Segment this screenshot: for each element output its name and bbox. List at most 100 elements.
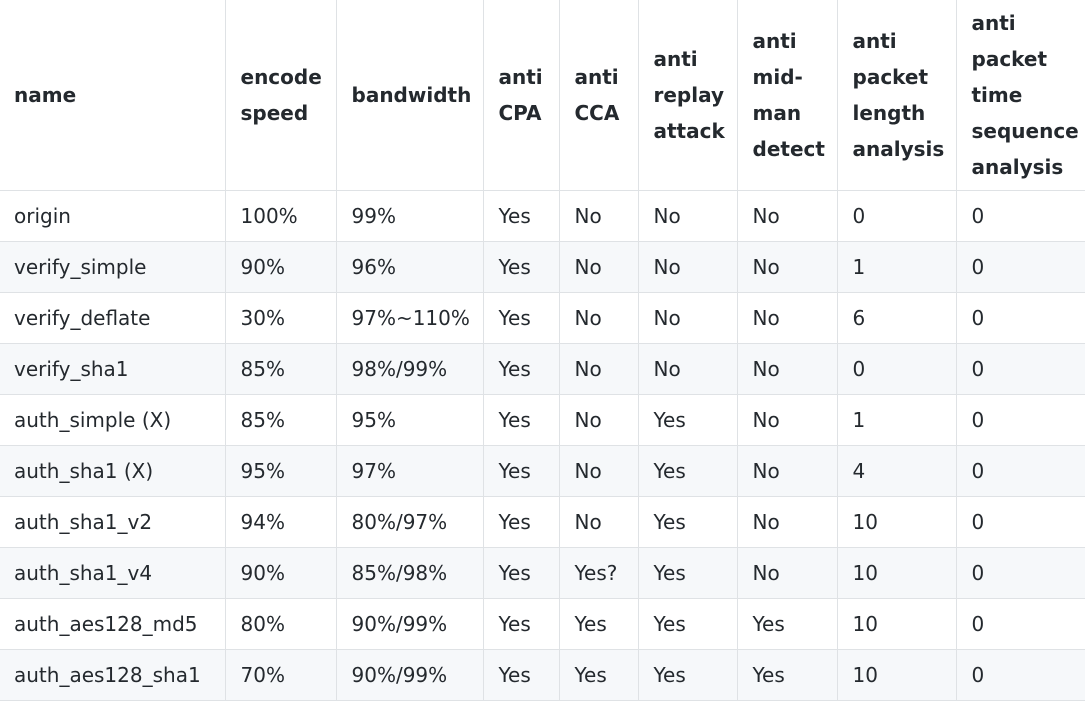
cell-name: auth_sha1_v2 (0, 497, 225, 548)
column-header-line: man (753, 95, 837, 131)
cell-anti-replay-attack: Yes (638, 446, 737, 497)
cell-anti-mid-man-detect: No (737, 242, 837, 293)
cell-anti-replay-attack: Yes (638, 548, 737, 599)
cell-anti-cca: Yes? (559, 548, 638, 599)
cell-anti-mid-man-detect: Yes (737, 650, 837, 701)
column-header-line: packet (972, 41, 1085, 77)
cell-name: origin (0, 191, 225, 242)
cell-anti-packet-time-sequence-analysis: 0 (956, 395, 1085, 446)
cell-encode-speed: 100% (225, 191, 336, 242)
cell-name: verify_deflate (0, 293, 225, 344)
cell-bandwidth: 97% (336, 446, 483, 497)
cell-anti-cca: No (559, 191, 638, 242)
column-header-line: CPA (499, 95, 559, 131)
cell-anti-mid-man-detect: No (737, 497, 837, 548)
column-header-name: name (0, 0, 225, 191)
cell-anti-cpa: Yes (483, 242, 559, 293)
cell-encode-speed: 70% (225, 650, 336, 701)
cell-anti-cca: No (559, 497, 638, 548)
cell-anti-cpa: Yes (483, 191, 559, 242)
cell-anti-mid-man-detect: No (737, 548, 837, 599)
cell-anti-packet-time-sequence-analysis: 0 (956, 242, 1085, 293)
cell-anti-cca: No (559, 395, 638, 446)
column-header-line: detect (753, 131, 837, 167)
cell-anti-cpa: Yes (483, 497, 559, 548)
cell-anti-packet-time-sequence-analysis: 0 (956, 293, 1085, 344)
column-header-line: anti (853, 23, 956, 59)
cell-anti-cca: No (559, 293, 638, 344)
cell-encode-speed: 85% (225, 344, 336, 395)
column-header-line: bandwidth (352, 77, 483, 113)
cell-bandwidth: 95% (336, 395, 483, 446)
cell-anti-packet-time-sequence-analysis: 0 (956, 497, 1085, 548)
cell-bandwidth: 90%/99% (336, 650, 483, 701)
cell-encode-speed: 30% (225, 293, 336, 344)
cell-anti-cca: Yes (559, 650, 638, 701)
column-header-line: name (14, 77, 225, 113)
cell-encode-speed: 94% (225, 497, 336, 548)
cell-name: auth_sha1 (X) (0, 446, 225, 497)
cell-bandwidth: 98%/99% (336, 344, 483, 395)
column-header-line: encode (241, 59, 336, 95)
cell-encode-speed: 85% (225, 395, 336, 446)
column-header-line: anti (753, 23, 837, 59)
cell-anti-cpa: Yes (483, 650, 559, 701)
column-header-line: anti (499, 59, 559, 95)
cell-encode-speed: 95% (225, 446, 336, 497)
column-header-line: attack (654, 113, 737, 149)
column-header-line: anti (575, 59, 638, 95)
cell-anti-cpa: Yes (483, 446, 559, 497)
column-header-line: speed (241, 95, 336, 131)
column-header-line: packet (853, 59, 956, 95)
column-header-line: length (853, 95, 956, 131)
cell-bandwidth: 99% (336, 191, 483, 242)
column-header-line: CCA (575, 95, 638, 131)
cell-anti-replay-attack: Yes (638, 599, 737, 650)
cell-anti-packet-time-sequence-analysis: 0 (956, 650, 1085, 701)
cell-anti-mid-man-detect: No (737, 395, 837, 446)
column-header-line: sequence (972, 113, 1085, 149)
cell-anti-cca: No (559, 344, 638, 395)
cell-encode-speed: 80% (225, 599, 336, 650)
cell-anti-replay-attack: Yes (638, 497, 737, 548)
column-header-line: anti (972, 5, 1085, 41)
column-header-bandwidth: bandwidth (336, 0, 483, 191)
cell-bandwidth: 90%/99% (336, 599, 483, 650)
column-header-line: mid- (753, 59, 837, 95)
cell-anti-cpa: Yes (483, 599, 559, 650)
cell-name: verify_simple (0, 242, 225, 293)
column-header-line: analysis (972, 149, 1085, 185)
column-header-line: time (972, 77, 1085, 113)
column-header-line: replay (654, 77, 737, 113)
column-header-line: analysis (853, 131, 956, 167)
cell-anti-mid-man-detect: No (737, 344, 837, 395)
cell-anti-replay-attack: Yes (638, 395, 737, 446)
cell-anti-packet-time-sequence-analysis: 0 (956, 446, 1085, 497)
cell-anti-cpa: Yes (483, 293, 559, 344)
cell-encode-speed: 90% (225, 548, 336, 599)
cell-anti-packet-length-analysis: 10 (837, 599, 956, 650)
cell-anti-packet-length-analysis: 0 (837, 191, 956, 242)
cell-anti-packet-time-sequence-analysis: 0 (956, 191, 1085, 242)
cell-anti-packet-time-sequence-analysis: 0 (956, 344, 1085, 395)
cell-bandwidth: 96% (336, 242, 483, 293)
cell-name: auth_aes128_md5 (0, 599, 225, 650)
cell-anti-mid-man-detect: No (737, 446, 837, 497)
column-header-line: anti (654, 41, 737, 77)
cell-bandwidth: 85%/98% (336, 548, 483, 599)
cell-anti-packet-length-analysis: 4 (837, 446, 956, 497)
cell-anti-replay-attack: Yes (638, 650, 737, 701)
